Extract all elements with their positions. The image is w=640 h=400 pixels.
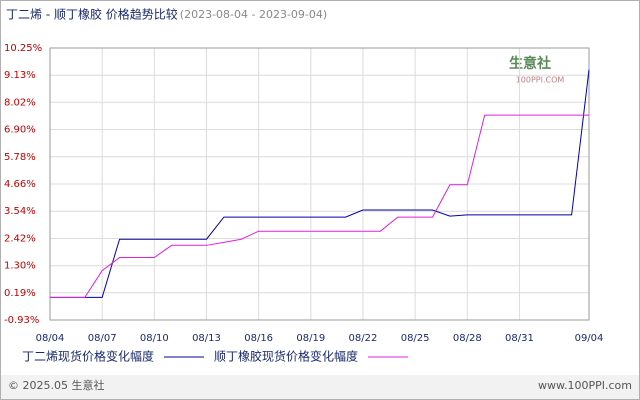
y-tick-label: 1.30% bbox=[4, 261, 36, 272]
x-tick-label: 08/10 bbox=[140, 333, 169, 344]
y-tick-label: 0.19% bbox=[4, 288, 36, 299]
footer-copyright: © 2025.05 生意社 bbox=[8, 378, 104, 392]
y-tick-label: 2.42% bbox=[4, 233, 36, 244]
x-tick-label: 08/16 bbox=[244, 333, 273, 344]
series-line bbox=[50, 114, 589, 298]
chart-subtitle: (2023-08-04 - 2023-09-04) bbox=[180, 8, 327, 21]
x-tick-label: 08/07 bbox=[88, 333, 117, 344]
y-tick-label: 3.54% bbox=[4, 206, 36, 217]
x-tick-label: 08/19 bbox=[296, 333, 325, 344]
y-tick-label: 5.78% bbox=[4, 152, 36, 163]
y-tick-label: -0.93% bbox=[4, 315, 39, 326]
x-tick-label: 09/04 bbox=[575, 333, 604, 344]
x-tick-label: 08/04 bbox=[36, 333, 65, 344]
x-tick-label: 08/31 bbox=[505, 333, 534, 344]
x-tick-label: 08/25 bbox=[401, 333, 430, 344]
chart-title: 丁二烯 - 顺丁橡胶 价格趋势比较 bbox=[6, 7, 178, 22]
series-line bbox=[50, 69, 590, 298]
y-tick-label: 9.13% bbox=[4, 70, 36, 81]
y-tick-label: 4.66% bbox=[4, 179, 36, 190]
legend-label: 丁二烯现货价格变化幅度 bbox=[22, 349, 154, 364]
footer-bar bbox=[1, 375, 639, 399]
footer-url: www.100PPI.com bbox=[538, 379, 632, 392]
y-tick-label: 10.25% bbox=[4, 43, 42, 54]
legend-label: 顺丁橡胶现货价格变化幅度 bbox=[214, 349, 358, 364]
y-tick-label: 8.02% bbox=[4, 97, 36, 108]
x-tick-label: 08/28 bbox=[453, 333, 482, 344]
watermark-name: 生意社 bbox=[509, 55, 551, 72]
x-tick-label: 08/22 bbox=[349, 333, 378, 344]
y-tick-label: 6.90% bbox=[4, 125, 36, 136]
watermark-site: 100PPI.COM bbox=[516, 76, 565, 85]
plot-border bbox=[49, 47, 590, 321]
x-tick-label: 08/13 bbox=[192, 333, 221, 344]
